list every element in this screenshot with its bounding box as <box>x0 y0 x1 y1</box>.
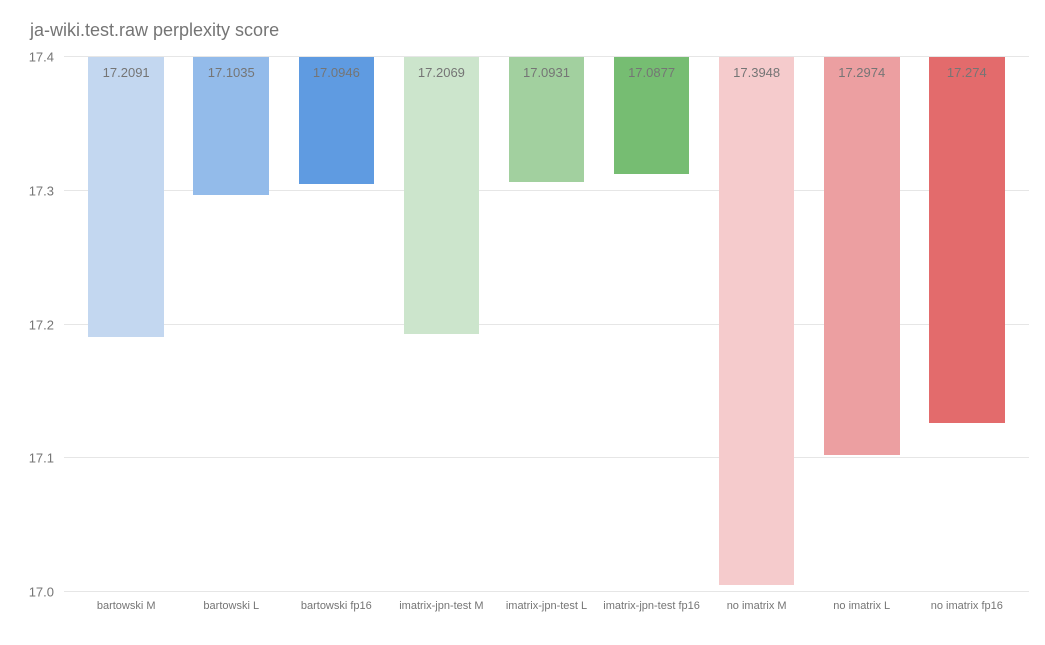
bar-value-label: 17.2069 <box>418 65 465 80</box>
y-axis-tick: 17.3 <box>29 183 64 198</box>
bar: 17.3948 <box>719 57 795 585</box>
y-axis-tick: 17.4 <box>29 50 64 65</box>
bar-slot: 17.2091bartowski M <box>74 57 179 592</box>
bar-slot: 17.0946bartowski fp16 <box>284 57 389 592</box>
bar: 17.1035 <box>193 57 269 195</box>
bar: 17.2974 <box>824 57 900 455</box>
x-axis-tick: no imatrix fp16 <box>931 592 1003 612</box>
bar: 17.274 <box>929 57 1005 423</box>
bar-value-label: 17.2974 <box>838 65 885 80</box>
bars-container: 17.2091bartowski M17.1035bartowski L17.0… <box>64 57 1029 592</box>
y-axis-tick: 17.1 <box>29 451 64 466</box>
x-axis-tick: imatrix-jpn-test L <box>506 592 587 612</box>
bar-slot: 17.274no imatrix fp16 <box>914 57 1019 592</box>
bar: 17.2069 <box>404 57 480 334</box>
bar-value-label: 17.3948 <box>733 65 780 80</box>
x-axis-tick: imatrix-jpn-test M <box>399 592 483 612</box>
bar-value-label: 17.0877 <box>628 65 675 80</box>
y-axis-tick: 17.0 <box>29 585 64 600</box>
bar-value-label: 17.0946 <box>313 65 360 80</box>
plot-area: 17.017.117.217.317.4 17.2091bartowski M1… <box>64 57 1029 592</box>
chart-title: ja-wiki.test.raw perplexity score <box>30 20 279 41</box>
x-axis-tick: bartowski fp16 <box>301 592 372 612</box>
bar-slot: 17.3948no imatrix M <box>704 57 809 592</box>
x-axis-tick: bartowski L <box>203 592 259 612</box>
bar-slot: 17.0931imatrix-jpn-test L <box>494 57 599 592</box>
bar: 17.2091 <box>88 57 164 337</box>
bar: 17.0946 <box>299 57 375 184</box>
bar-value-label: 17.0931 <box>523 65 570 80</box>
bar-slot: 17.0877imatrix-jpn-test fp16 <box>599 57 704 592</box>
x-axis-tick: bartowski M <box>97 592 156 612</box>
x-axis-tick: no imatrix M <box>727 592 787 612</box>
bar-slot: 17.1035bartowski L <box>179 57 284 592</box>
bar: 17.0877 <box>614 57 690 174</box>
bar-value-label: 17.2091 <box>103 65 150 80</box>
y-axis-tick: 17.2 <box>29 317 64 332</box>
x-axis-tick: imatrix-jpn-test fp16 <box>603 592 700 612</box>
bar-value-label: 17.274 <box>947 65 987 80</box>
bar-slot: 17.2069imatrix-jpn-test M <box>389 57 494 592</box>
bar-slot: 17.2974no imatrix L <box>809 57 914 592</box>
x-axis-tick: no imatrix L <box>833 592 890 612</box>
bar: 17.0931 <box>509 57 585 182</box>
bar-value-label: 17.1035 <box>208 65 255 80</box>
